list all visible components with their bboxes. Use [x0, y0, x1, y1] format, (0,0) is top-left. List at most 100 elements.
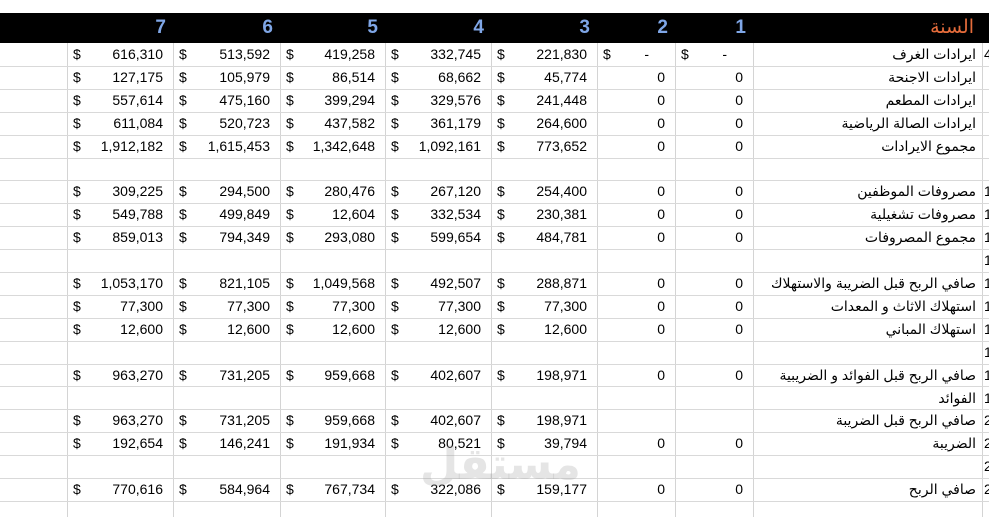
row-label[interactable]: الضريبة — [932, 435, 976, 452]
value-cell[interactable]: 599,654 — [430, 229, 481, 246]
value-cell[interactable]: 475,160 — [219, 91, 270, 108]
value-cell[interactable]: 77,300 — [438, 297, 481, 314]
value-cell[interactable]: 399,294 — [324, 91, 375, 108]
value-cell[interactable]: 731,205 — [219, 412, 270, 429]
value-cell[interactable]: 198,971 — [536, 366, 587, 383]
value-cell[interactable]: 322,086 — [430, 481, 481, 498]
value-cell[interactable]: 294,500 — [219, 183, 270, 200]
column-header-7[interactable]: 7 — [155, 17, 166, 38]
row-label[interactable]: صافي الربح قبل الفوائد و الضريبية — [779, 366, 976, 383]
value-cell[interactable]: 241,448 — [536, 91, 587, 108]
column-header-4[interactable]: 4 — [473, 17, 484, 38]
value-cell[interactable]: 584,964 — [219, 481, 270, 498]
value-cell[interactable]: 419,258 — [324, 46, 375, 62]
value-cell[interactable]: 230,381 — [536, 206, 587, 223]
value-cell[interactable]: 12,600 — [332, 320, 375, 337]
value-cell[interactable]: 0 — [735, 297, 743, 314]
value-cell[interactable]: 127,175 — [112, 68, 163, 85]
value-cell[interactable]: 191,934 — [324, 435, 375, 452]
value-cell[interactable]: 309,225 — [112, 183, 163, 200]
value-cell[interactable]: 12,600 — [227, 320, 270, 337]
value-cell[interactable]: 0 — [735, 275, 743, 291]
value-cell[interactable]: 77,300 — [332, 297, 375, 314]
value-cell[interactable]: 859,013 — [112, 229, 163, 246]
value-cell[interactable]: 0 — [735, 137, 743, 154]
value-cell[interactable]: 192,654 — [112, 435, 163, 452]
value-cell[interactable]: 611,084 — [113, 114, 163, 131]
value-cell[interactable]: 402,607 — [430, 366, 481, 383]
value-cell[interactable]: 0 — [657, 481, 665, 498]
value-cell[interactable]: 86,514 — [332, 68, 375, 85]
row-label[interactable]: مجموع الايرادات — [881, 137, 976, 154]
value-cell[interactable]: 39,794 — [544, 435, 587, 452]
value-cell[interactable]: 963,270 — [112, 412, 163, 429]
value-cell[interactable]: 0 — [657, 206, 665, 223]
value-cell[interactable]: 773,652 — [536, 137, 587, 154]
value-cell[interactable]: 332,745 — [430, 46, 481, 62]
value-cell[interactable]: 437,582 — [324, 114, 375, 131]
value-cell[interactable]: 77,300 — [544, 297, 587, 314]
value-cell[interactable]: 361,179 — [430, 114, 481, 131]
value-cell[interactable]: 221,830 — [536, 46, 587, 62]
value-cell[interactable]: 1,049,568 — [312, 275, 375, 291]
column-header-year[interactable]: السنة — [930, 17, 974, 38]
value-cell[interactable]: 0 — [735, 435, 743, 452]
value-cell[interactable]: 492,507 — [430, 275, 481, 291]
value-cell[interactable]: 402,607 — [430, 412, 481, 429]
value-cell[interactable]: 0 — [657, 275, 665, 291]
value-cell[interactable]: - — [722, 46, 727, 62]
value-cell[interactable]: 0 — [657, 229, 665, 246]
value-cell[interactable]: 12,600 — [438, 320, 481, 337]
value-cell[interactable]: 794,349 — [219, 229, 270, 246]
row-label[interactable]: استهلاك المباني — [885, 320, 976, 337]
column-header-3[interactable]: 3 — [579, 17, 590, 38]
row-label[interactable]: ايرادات الاجنحة — [888, 68, 976, 85]
row-label[interactable]: صافي الربح — [908, 481, 976, 498]
value-cell[interactable]: 557,614 — [112, 91, 163, 108]
row-label[interactable]: مجموع المصروفات — [864, 229, 976, 246]
value-cell[interactable]: 0 — [735, 183, 743, 200]
value-cell[interactable]: 0 — [735, 229, 743, 246]
value-cell[interactable]: 959,668 — [324, 366, 375, 383]
value-cell[interactable]: 549,788 — [112, 206, 163, 223]
value-cell[interactable]: 146,241 — [219, 435, 270, 452]
row-label[interactable]: استهلاك الاثاث و المعدات — [830, 297, 976, 314]
column-header-6[interactable]: 6 — [262, 17, 273, 38]
value-cell[interactable]: 0 — [657, 183, 665, 200]
value-cell[interactable]: 293,080 — [324, 229, 375, 246]
value-cell[interactable]: 616,310 — [112, 46, 163, 62]
value-cell[interactable]: 484,781 — [536, 229, 587, 246]
value-cell[interactable]: 767,734 — [324, 481, 375, 498]
row-label[interactable]: ايرادات الصالة الرياضية — [841, 114, 976, 131]
value-cell[interactable]: 332,534 — [430, 206, 481, 223]
value-cell[interactable]: 1,092,161 — [418, 137, 481, 154]
value-cell[interactable]: 0 — [657, 320, 665, 337]
row-label[interactable]: الفوائد — [938, 389, 976, 406]
value-cell[interactable]: 105,979 — [219, 68, 270, 85]
value-cell[interactable]: 821,105 — [219, 275, 270, 291]
value-cell[interactable]: 1,912,182 — [100, 137, 163, 154]
value-cell[interactable]: 45,774 — [544, 68, 587, 85]
value-cell[interactable] — [676, 409, 752, 432]
value-cell[interactable]: - — [644, 46, 649, 62]
value-cell[interactable]: 12,600 — [544, 320, 587, 337]
value-cell[interactable]: 0 — [735, 206, 743, 223]
value-cell[interactable]: 0 — [657, 91, 665, 108]
value-cell[interactable]: 77,300 — [120, 297, 163, 314]
row-label[interactable]: صافي الربح قبل الضريبة — [835, 412, 976, 429]
row-label[interactable]: مصروفات تشغيلية — [870, 206, 976, 223]
value-cell[interactable]: 288,871 — [536, 275, 587, 291]
value-cell[interactable]: 0 — [657, 137, 665, 154]
value-cell[interactable]: 520,723 — [219, 114, 270, 131]
value-cell[interactable]: 499,849 — [219, 206, 270, 223]
value-cell[interactable]: 0 — [657, 114, 665, 131]
value-cell[interactable]: 0 — [735, 68, 743, 85]
value-cell[interactable]: 264,600 — [536, 114, 587, 131]
row-label[interactable]: ايرادات المطعم — [885, 91, 976, 108]
value-cell[interactable]: 731,205 — [219, 366, 270, 383]
value-cell[interactable]: 12,600 — [120, 320, 163, 337]
value-cell[interactable]: 513,592 — [219, 46, 270, 62]
value-cell[interactable]: 198,971 — [536, 412, 587, 429]
value-cell[interactable]: 963,270 — [112, 366, 163, 383]
row-label[interactable]: ايرادات الغرف — [892, 46, 976, 62]
